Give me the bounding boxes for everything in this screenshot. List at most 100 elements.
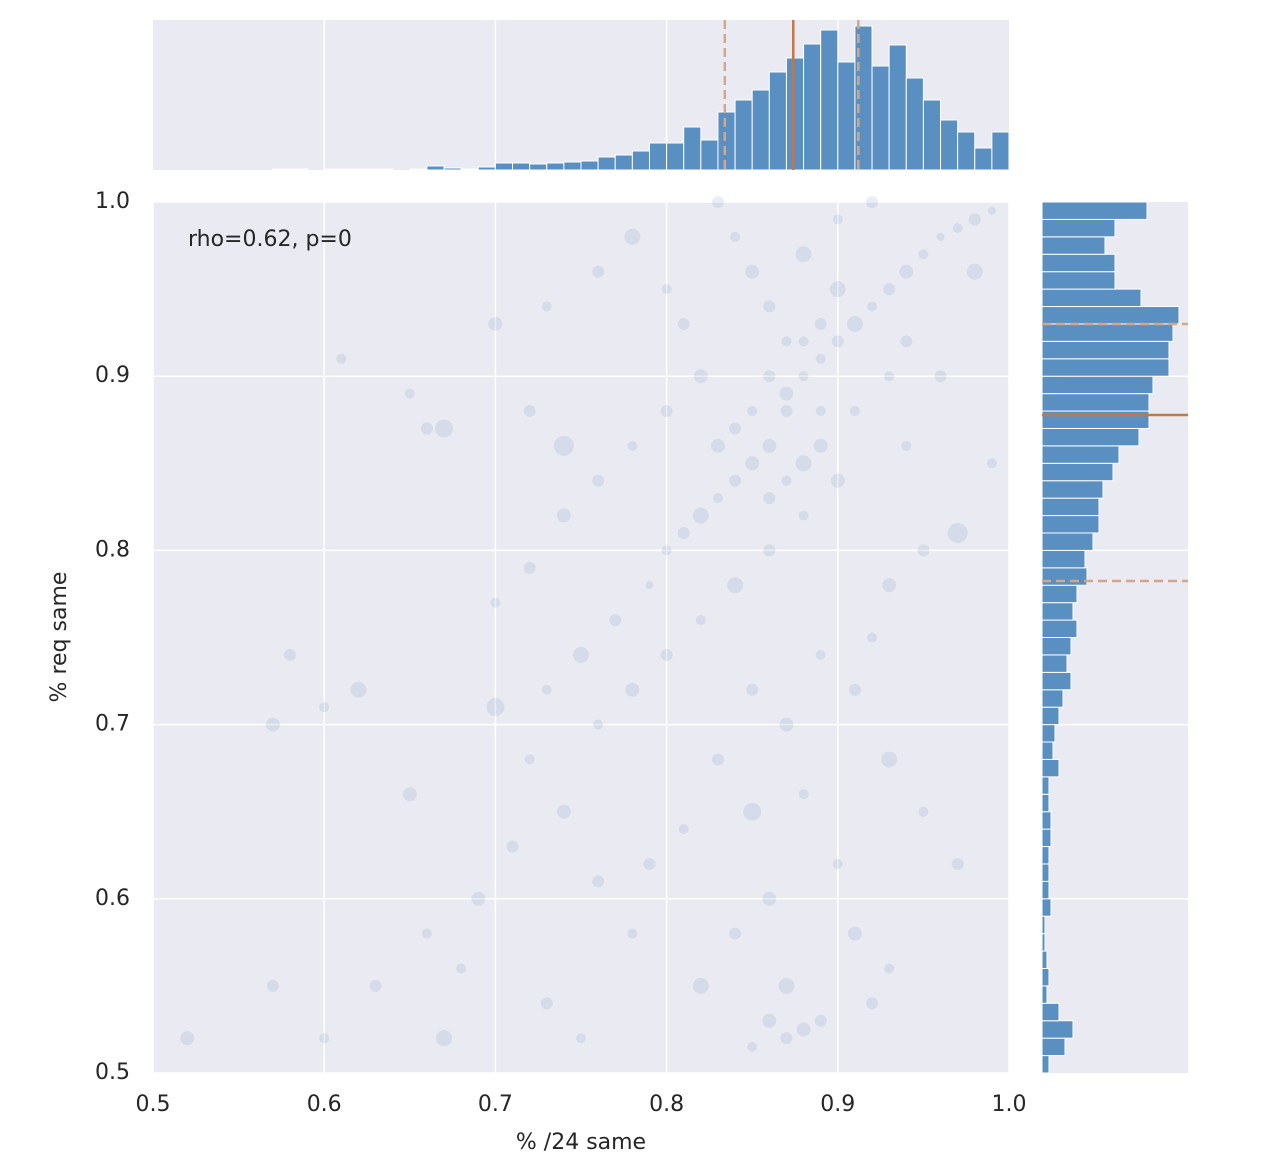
histogram-bar bbox=[683, 126, 702, 171]
histogram-bar bbox=[289, 168, 308, 171]
scatter-point bbox=[780, 405, 793, 418]
scatter-point bbox=[556, 804, 571, 819]
histogram-bar bbox=[1041, 567, 1088, 586]
scatter-point bbox=[848, 683, 861, 696]
scatter-point bbox=[486, 698, 505, 717]
scatter-point bbox=[593, 719, 604, 730]
scatter-point bbox=[881, 751, 898, 768]
scatter-point bbox=[369, 979, 382, 992]
histogram-bar bbox=[1041, 915, 1046, 935]
histogram-bar bbox=[1041, 323, 1174, 342]
scatter-point bbox=[266, 979, 279, 992]
scatter-point bbox=[829, 281, 846, 298]
histogram-bar bbox=[1041, 497, 1100, 517]
scatter-point bbox=[781, 475, 792, 486]
histogram-bar bbox=[1041, 1002, 1060, 1022]
scatter-point bbox=[831, 335, 844, 348]
scatter-point bbox=[795, 455, 812, 472]
scatter-point bbox=[763, 370, 776, 383]
scatter-point bbox=[798, 789, 809, 800]
scatter-point bbox=[523, 561, 536, 574]
histogram-bar bbox=[991, 131, 1010, 171]
scatter-point bbox=[661, 545, 672, 556]
histogram-bar bbox=[1041, 689, 1064, 708]
scatter-point bbox=[832, 858, 843, 869]
scatter-point bbox=[763, 300, 776, 313]
histogram-bar bbox=[1041, 236, 1106, 255]
scatter-point bbox=[404, 388, 415, 399]
scatter-point bbox=[609, 614, 622, 627]
scatter-point bbox=[506, 840, 519, 853]
scatter-point bbox=[762, 438, 777, 453]
scatter-point bbox=[814, 317, 827, 330]
scatter-point bbox=[762, 1013, 777, 1028]
scatter-point bbox=[778, 977, 795, 994]
scatter-point bbox=[798, 371, 809, 382]
scatter-point bbox=[745, 456, 760, 471]
histogram-bar bbox=[614, 154, 633, 171]
histogram-bar bbox=[1041, 898, 1052, 917]
histogram-bar bbox=[1041, 811, 1052, 830]
histogram-bar bbox=[357, 168, 377, 171]
histogram-bar bbox=[1041, 480, 1104, 499]
histogram-bar bbox=[1041, 671, 1072, 691]
histogram-bar bbox=[1041, 271, 1116, 290]
scatter-point bbox=[553, 435, 574, 456]
scatter-point bbox=[934, 370, 947, 383]
scatter-point bbox=[884, 963, 895, 974]
histogram-bar bbox=[1041, 724, 1056, 743]
histogram-bar bbox=[477, 166, 496, 171]
scatter-point bbox=[490, 597, 501, 608]
scatter-point bbox=[711, 196, 724, 208]
scatter-point bbox=[884, 371, 895, 382]
scatter-point bbox=[899, 264, 914, 279]
scatter-point bbox=[710, 438, 725, 453]
scatter-point bbox=[471, 891, 486, 906]
histogram-bar bbox=[512, 162, 531, 171]
scatter-point bbox=[730, 231, 741, 242]
plot-background bbox=[153, 202, 1009, 1073]
scatter-point bbox=[265, 717, 280, 732]
scatter-point bbox=[661, 284, 672, 295]
scatter-point bbox=[627, 440, 638, 451]
scatter-point bbox=[402, 787, 417, 802]
scatter-point bbox=[180, 1031, 195, 1046]
histogram-bar bbox=[1041, 427, 1140, 447]
y-tick-label: 0.7 bbox=[95, 712, 130, 737]
scatter-point bbox=[541, 684, 552, 695]
histogram-bar bbox=[820, 29, 839, 171]
histogram-bar bbox=[1041, 741, 1054, 760]
scatter-point bbox=[779, 386, 794, 401]
histogram-bar bbox=[1041, 584, 1078, 604]
scatter-point bbox=[847, 926, 862, 941]
scatter-point bbox=[951, 857, 964, 870]
x-axis-label: % /24 same bbox=[516, 1130, 646, 1155]
scatter-point bbox=[524, 754, 535, 765]
scatter-point bbox=[813, 438, 828, 453]
scatter-point bbox=[523, 405, 536, 418]
y-tick-label: 0.9 bbox=[95, 363, 130, 388]
histogram-bar bbox=[580, 160, 599, 171]
histogram-bar bbox=[1041, 515, 1100, 534]
histogram-bar bbox=[1041, 340, 1170, 360]
scatter-point bbox=[677, 526, 690, 539]
histogram-bar bbox=[734, 99, 753, 171]
histogram-bar bbox=[803, 43, 822, 171]
scatter-point bbox=[435, 419, 454, 438]
scatter-point bbox=[780, 1032, 793, 1045]
scatter-point bbox=[900, 335, 913, 348]
scatter-point bbox=[695, 615, 706, 626]
histogram-bar bbox=[1041, 1020, 1074, 1039]
scatter-point bbox=[832, 214, 843, 225]
scatter-point bbox=[643, 857, 656, 870]
scatter-point bbox=[882, 578, 897, 593]
scatter-point bbox=[866, 997, 879, 1010]
scatter-point bbox=[350, 681, 367, 698]
scatter-point bbox=[625, 682, 640, 697]
scatter-point bbox=[968, 213, 981, 226]
scatter-point bbox=[867, 301, 878, 312]
histogram-bar bbox=[1041, 637, 1072, 656]
histogram-bar bbox=[1041, 253, 1116, 273]
histogram-bar bbox=[785, 57, 805, 171]
scatter-point bbox=[849, 406, 860, 417]
